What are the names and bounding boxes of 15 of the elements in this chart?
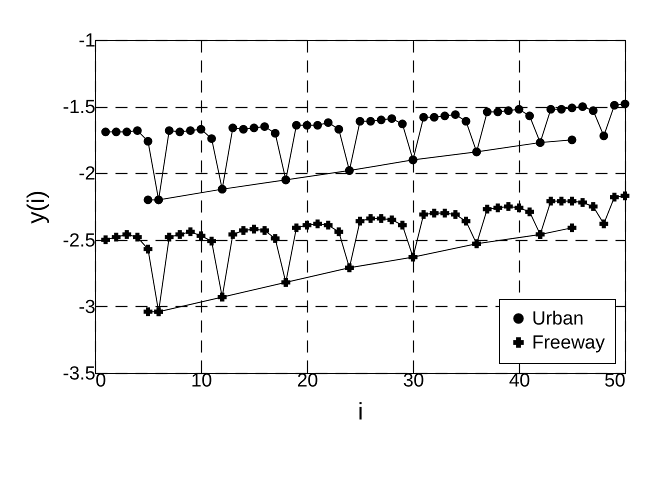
legend-label: Freeway (532, 332, 606, 354)
y-tick-label: -3.5 (62, 364, 96, 384)
y-tick-label: -1 (78, 30, 96, 52)
x-tick-label: 20 (296, 370, 318, 392)
legend-label: Urban (532, 308, 584, 330)
y-tick-label: -3 (78, 296, 96, 318)
y-tick-label: -1.5 (62, 97, 96, 118)
y-tick-label: -2 (78, 164, 96, 185)
x-tick-label: 40 (508, 370, 530, 392)
x-tick-label: 0 (96, 370, 106, 392)
y-tick-label: -2.5 (62, 230, 96, 252)
x-axis-title: i (358, 398, 364, 426)
x-tick-label: 30 (402, 370, 424, 392)
y-axis-title: y(i) (22, 190, 50, 224)
x-tick-label: 10 (190, 370, 212, 392)
